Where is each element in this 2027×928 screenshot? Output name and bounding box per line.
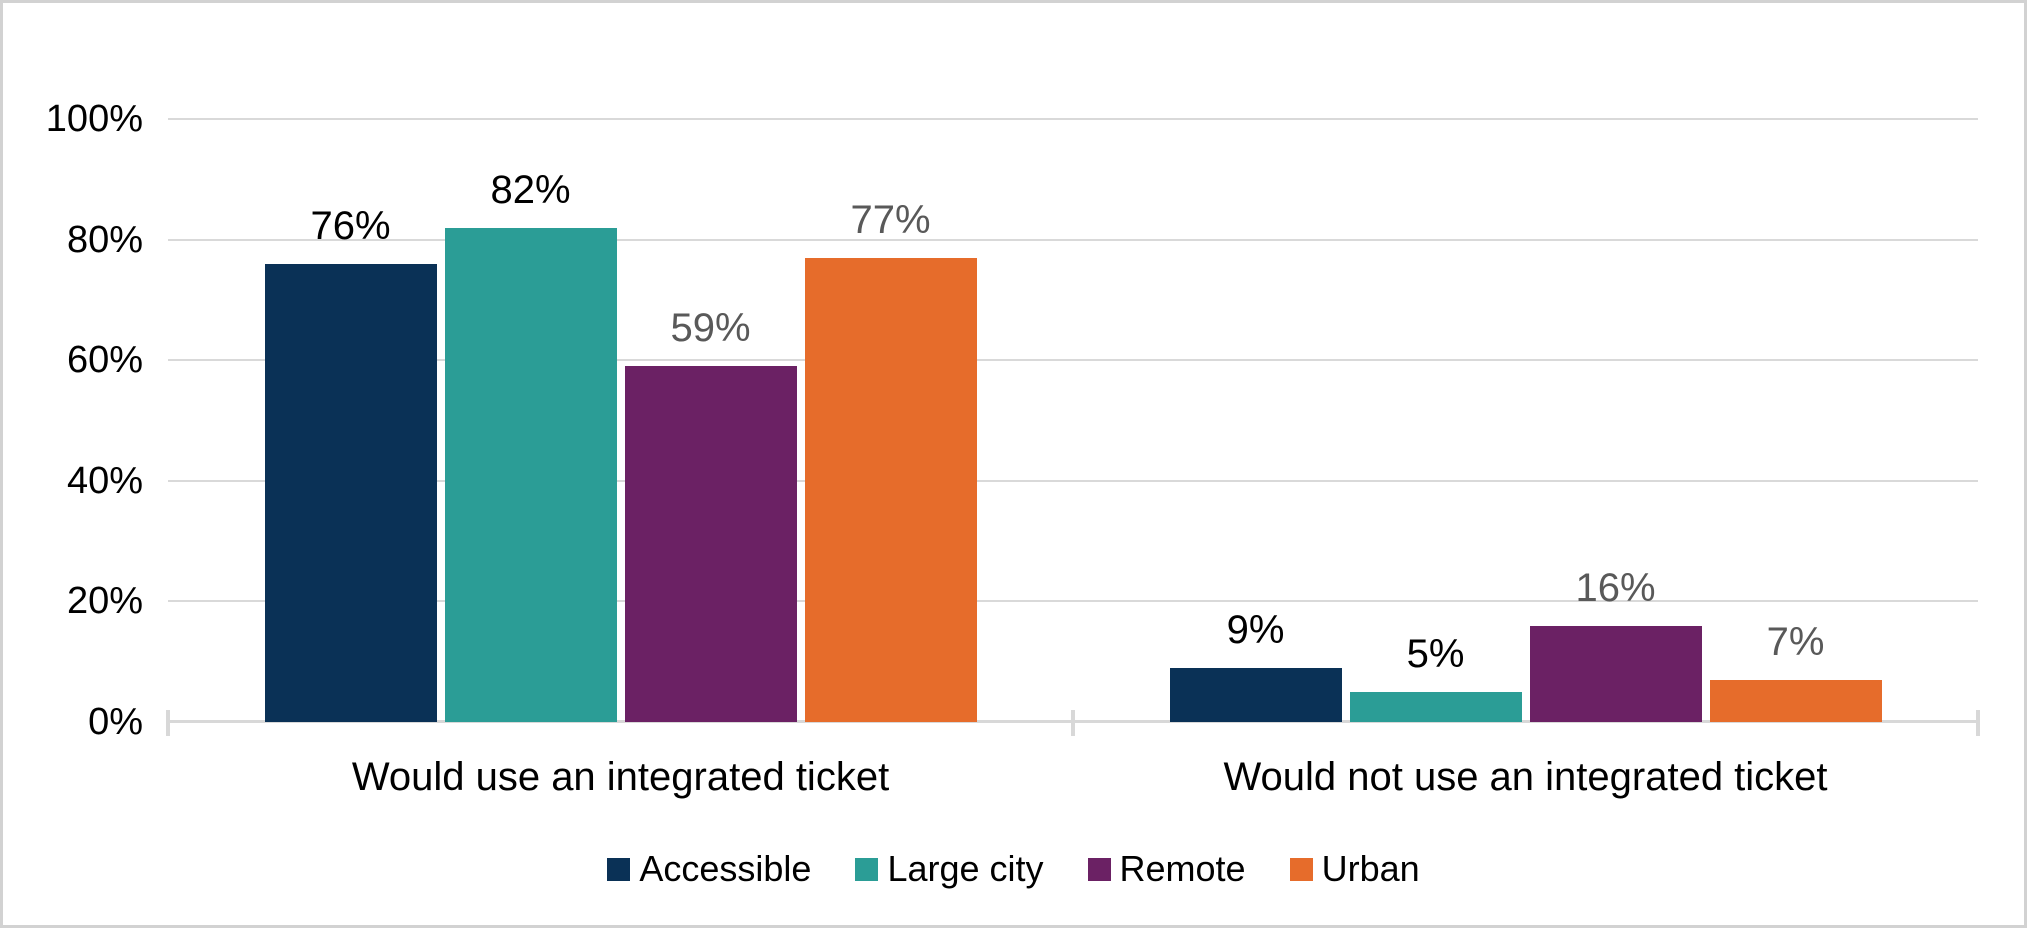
bar-large-city-would-use-an-integrated-ticket: [444, 228, 617, 722]
y-axis-label-40: 40%: [66, 459, 143, 502]
legend-label-remote: Remote: [1119, 848, 1246, 889]
data-label-large-city-would-not-use-an-integrated-ticket: 5%: [1406, 632, 1465, 676]
gridline-40: [168, 479, 1978, 482]
legend-item-remote: Remote: [1087, 848, 1246, 890]
legend-item-accessible: Accessible: [607, 848, 811, 890]
data-label-urban-would-use-an-integrated-ticket: 77%: [850, 198, 931, 242]
gridline-60: [168, 359, 1978, 362]
bar-remote-would-use-an-integrated-ticket: [624, 366, 797, 722]
legend-label-accessible: Accessible: [639, 848, 812, 889]
legend-label-urban: Urban: [1321, 848, 1420, 889]
gridline-100: [168, 118, 1978, 120]
data-label-accessible-would-not-use-an-integrated-ticket: 9%: [1226, 608, 1285, 652]
data-label-remote-would-not-use-an-integrated-ticket: 16%: [1575, 566, 1656, 610]
legend-label-large-city: Large city: [887, 848, 1044, 889]
category-label-would-not-use-an-integrated-ticket: Would not use an integrated ticket: [1223, 755, 1828, 799]
data-label-remote-would-use-an-integrated-ticket: 59%: [670, 306, 751, 350]
data-label-urban-would-not-use-an-integrated-ticket: 7%: [1766, 620, 1825, 664]
bar-remote-would-not-use-an-integrated-ticket: [1529, 626, 1702, 722]
bar-large-city-would-not-use-an-integrated-ticket: [1349, 692, 1522, 722]
category-label-would-use-an-integrated-ticket: Would use an integrated ticket: [351, 755, 890, 799]
legend-swatch-large-city: [855, 857, 879, 881]
legend: Accessible Large city Remote Urban: [3, 843, 2024, 895]
bar-accessible-would-use-an-integrated-ticket: [264, 264, 437, 722]
bar-urban-would-use-an-integrated-ticket: [804, 258, 977, 722]
legend-swatch-urban: [1289, 857, 1313, 881]
x-axis-tick-2: [1976, 710, 1980, 736]
legend-swatch-remote: [1087, 857, 1111, 881]
legend-swatch-accessible: [607, 857, 631, 881]
data-label-accessible-would-use-an-integrated-ticket: 76%: [310, 204, 391, 248]
y-axis-label-60: 60%: [66, 339, 143, 382]
gridline-20: [168, 600, 1978, 603]
bar-urban-would-not-use-an-integrated-ticket: [1709, 680, 1882, 722]
y-axis-label-100: 100%: [45, 98, 143, 140]
y-axis-label-20: 20%: [66, 580, 143, 623]
x-axis-tick-0: [166, 710, 170, 736]
legend-item-large-city: Large city: [855, 848, 1044, 890]
legend-item-urban: Urban: [1289, 848, 1420, 890]
y-axis-label-80: 80%: [66, 218, 143, 261]
x-axis-tick-1: [1071, 710, 1075, 736]
gridline-80: [168, 238, 1978, 241]
y-axis-label-0: 0%: [88, 701, 143, 743]
bar-accessible-would-not-use-an-integrated-ticket: [1169, 668, 1342, 722]
data-label-large-city-would-use-an-integrated-ticket: 82%: [490, 168, 571, 212]
